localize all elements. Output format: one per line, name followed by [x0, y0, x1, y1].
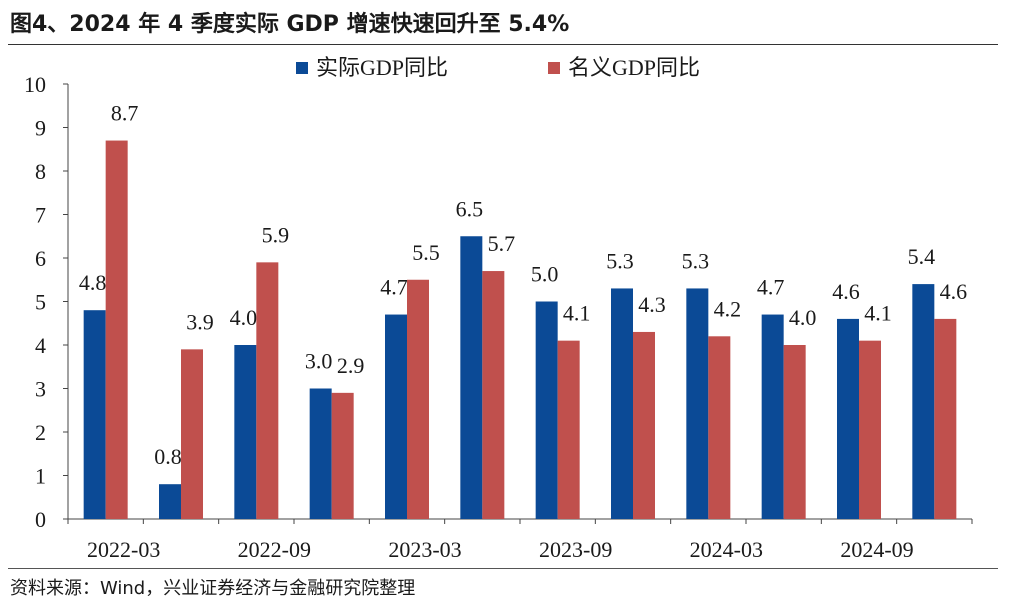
data-label-nominal-gdp: 4.6 — [940, 279, 968, 304]
bar-nominal-gdp — [256, 262, 279, 519]
bar-nominal-gdp — [859, 340, 881, 519]
title-divider — [8, 44, 998, 45]
data-label-real-gdp: 4.6 — [832, 279, 860, 304]
legend-item-real-gdp: 实际GDP同比 — [296, 55, 448, 80]
legend-swatch — [296, 62, 308, 74]
bar-nominal-gdp — [407, 279, 429, 519]
data-label-real-gdp: 3.0 — [305, 349, 333, 374]
data-label-nominal-gdp: 4.2 — [714, 296, 742, 321]
bar-nominal-gdp — [331, 392, 354, 519]
bar-real-gdp — [912, 284, 935, 519]
data-label-real-gdp: 6.5 — [456, 196, 484, 221]
y-tick-label: 3 — [35, 377, 46, 402]
data-label-nominal-gdp: 5.5 — [412, 240, 440, 265]
bar-real-gdp — [535, 301, 558, 519]
y-tick-label: 0 — [35, 507, 46, 532]
x-tick-label: 2023-03 — [388, 537, 461, 562]
y-tick-label: 9 — [35, 116, 46, 141]
footer-divider — [8, 568, 998, 569]
x-tick-label: 2024-03 — [690, 537, 763, 562]
x-tick-label: 2022-09 — [238, 537, 311, 562]
data-label-real-gdp: 4.7 — [757, 275, 785, 300]
data-label-real-gdp: 4.7 — [380, 275, 408, 300]
source-note: 资料来源：Wind，兴业证券经济与金融研究院整理 — [10, 578, 416, 599]
bar-real-gdp — [611, 288, 633, 519]
data-label-nominal-gdp: 3.9 — [186, 309, 214, 334]
bar-real-gdp — [686, 288, 709, 519]
y-tick-label: 10 — [24, 72, 46, 97]
data-label-nominal-gdp: 4.1 — [864, 301, 892, 326]
bar-real-gdp — [837, 318, 859, 519]
data-label-nominal-gdp: 4.3 — [638, 292, 666, 317]
y-tick-label: 1 — [35, 464, 46, 489]
legend-item-nominal-gdp: 名义GDP同比 — [548, 55, 700, 80]
data-label-nominal-gdp: 2.9 — [337, 353, 365, 378]
bar-nominal-gdp — [783, 345, 806, 519]
data-label-nominal-gdp: 5.9 — [262, 222, 290, 247]
bar-nominal-gdp — [482, 271, 505, 519]
legend-label: 名义GDP同比 — [568, 55, 700, 80]
y-tick-label: 5 — [35, 290, 46, 315]
figure-title: 图4、2024 年 4 季度实际 GDP 增速快速回升至 5.4% — [10, 12, 570, 37]
bar-nominal-gdp — [557, 340, 580, 519]
x-tick-label: 2024-09 — [840, 537, 913, 562]
y-tick-label: 6 — [35, 246, 46, 271]
data-label-real-gdp: 5.3 — [606, 248, 634, 273]
x-tick-label: 2022-03 — [87, 537, 160, 562]
data-label-real-gdp: 0.8 — [154, 444, 182, 469]
data-label-real-gdp: 5.4 — [908, 244, 936, 269]
bar-nominal-gdp — [633, 331, 655, 519]
bar-real-gdp — [460, 236, 483, 519]
y-tick-label: 2 — [35, 420, 46, 445]
data-label-real-gdp: 5.0 — [531, 262, 559, 287]
bar-real-gdp — [83, 310, 106, 519]
data-label-nominal-gdp: 4.0 — [789, 305, 817, 330]
y-tick-label: 8 — [35, 159, 46, 184]
data-label-nominal-gdp: 8.7 — [111, 101, 139, 126]
bar-real-gdp — [309, 388, 332, 519]
bar-nominal-gdp — [708, 336, 731, 519]
bar-nominal-gdp — [181, 349, 203, 519]
data-label-nominal-gdp: 4.1 — [563, 301, 591, 326]
bar-nominal-gdp — [934, 318, 957, 519]
bar-real-gdp — [761, 314, 784, 519]
bar-real-gdp — [385, 314, 407, 519]
data-label-real-gdp: 5.3 — [682, 248, 710, 273]
data-label-real-gdp: 4.0 — [230, 305, 258, 330]
legend-swatch — [548, 62, 560, 74]
bar-nominal-gdp — [105, 140, 128, 520]
legend-label: 实际GDP同比 — [316, 55, 448, 80]
y-tick-label: 7 — [35, 203, 46, 228]
data-label-nominal-gdp: 5.7 — [488, 231, 516, 256]
data-label-real-gdp: 4.8 — [79, 270, 107, 295]
y-tick-label: 4 — [35, 333, 46, 358]
bar-real-gdp — [234, 345, 257, 519]
x-tick-label: 2023-09 — [539, 537, 612, 562]
bar-real-gdp — [159, 484, 181, 519]
